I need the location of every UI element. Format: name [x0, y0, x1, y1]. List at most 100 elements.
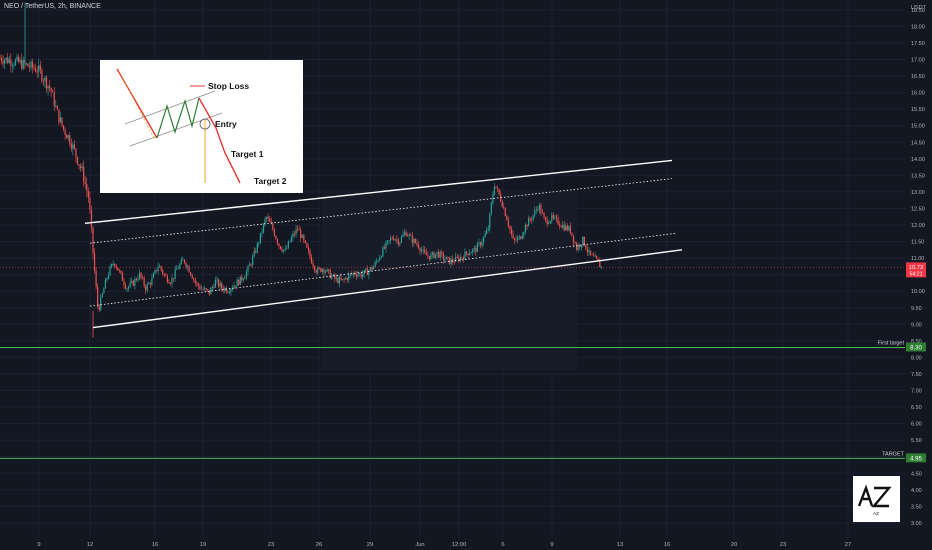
candle-body: [28, 66, 31, 68]
candle-body: [534, 210, 536, 216]
candle-body: [431, 252, 434, 255]
candle-body: [345, 278, 347, 280]
time-tick-label: 29: [367, 542, 373, 548]
candle-body: [58, 109, 60, 123]
candle-body: [266, 217, 268, 219]
candle-body: [114, 263, 116, 266]
candle-body: [548, 223, 550, 225]
candle-body: [252, 256, 254, 265]
candle-body: [469, 253, 471, 255]
candle-body: [35, 68, 37, 72]
candle-body: [589, 250, 592, 255]
candle-body: [279, 246, 282, 250]
time-axis[interactable]: 9 12 16 19 23 26 29 Jun 12:00 6 9 13 16 20 23 27: [0, 538, 932, 550]
candle-body: [506, 216, 508, 221]
candle-body: [599, 261, 601, 268]
candle-body: [355, 274, 358, 277]
symbol-title[interactable]: NEO / TetherUS, 2h, BINANCE: [4, 3, 101, 10]
candle-body: [400, 236, 403, 243]
candle-body: [331, 275, 333, 279]
candle-body: [5, 57, 7, 61]
channel-line: [89, 178, 673, 244]
candle-body: [230, 289, 232, 293]
candle-body: [151, 278, 153, 285]
ascending-channel: [84, 159, 683, 329]
candle-body: [134, 278, 136, 286]
candle-body: [66, 134, 68, 139]
candle-body: [47, 85, 49, 89]
candle-body: [182, 259, 184, 261]
candle-body: [157, 266, 159, 271]
candle-body: [214, 279, 217, 288]
candle-body: [465, 251, 468, 254]
candle-body: [419, 247, 421, 252]
candle-body: [55, 106, 57, 107]
candle-body: [323, 269, 325, 273]
candle-body: [472, 249, 474, 253]
candle-body: [310, 257, 313, 264]
candle-body: [250, 264, 252, 266]
candle-body: [348, 274, 350, 280]
candle-body: [495, 186, 497, 188]
price-tick-label: 5.50: [911, 438, 922, 444]
candle-body: [135, 278, 137, 281]
candle-body: [44, 77, 46, 82]
candle-body: [560, 226, 562, 228]
candle-body: [283, 249, 285, 252]
candle-body: [117, 267, 119, 271]
candle-body: [352, 273, 354, 275]
candle-body: [565, 225, 567, 231]
candle-body: [284, 248, 286, 250]
candle-body: [107, 274, 110, 279]
candle-body: [473, 247, 475, 250]
candle-body: [199, 286, 201, 290]
candle-body: [424, 249, 426, 253]
candle-body: [340, 277, 342, 280]
candle-body: [7, 57, 9, 63]
candle-body: [304, 240, 306, 243]
candle-body: [45, 77, 48, 89]
candle-body: [576, 243, 578, 250]
candle-body: [504, 208, 506, 217]
level-label: First target: [878, 340, 905, 346]
candle-body: [580, 245, 582, 248]
last-price-tag: [906, 262, 926, 278]
price-tick-label: 8.00: [911, 355, 922, 361]
candle-body: [169, 283, 172, 285]
candle-body: [483, 236, 485, 243]
candle-body: [261, 232, 263, 234]
time-tick-label: Jun: [415, 542, 424, 548]
candle-body: [445, 257, 447, 260]
candle-body: [210, 288, 212, 295]
candle-body: [552, 215, 554, 218]
candle-body: [64, 129, 66, 135]
candle-body: [241, 276, 243, 281]
time-tick-label: 16: [664, 542, 670, 548]
candle-body: [42, 80, 44, 82]
candle-body: [19, 60, 21, 63]
level-price-tag: [906, 342, 926, 352]
candle-body: [579, 245, 581, 248]
candle-body: [455, 256, 457, 263]
candle-body: [171, 278, 173, 284]
candle-body: [165, 274, 167, 276]
inset-target1-label: Target 1: [231, 149, 264, 159]
candle-body: [507, 220, 509, 226]
price-tick-label: 6.00: [911, 422, 922, 428]
candle-body: [518, 236, 520, 238]
candle-body: [111, 264, 113, 267]
candle-body: [529, 218, 531, 220]
candle-body: [324, 271, 327, 273]
candle-body: [343, 279, 345, 280]
candle-body: [276, 239, 279, 244]
candle-body: [56, 106, 58, 110]
candle-body: [574, 242, 576, 244]
candle-body: [248, 264, 251, 267]
candle-body: [555, 217, 558, 218]
candle-body: [306, 242, 308, 248]
candle-body: [397, 239, 399, 245]
candle-body: [484, 233, 486, 237]
candle-body: [72, 144, 74, 149]
